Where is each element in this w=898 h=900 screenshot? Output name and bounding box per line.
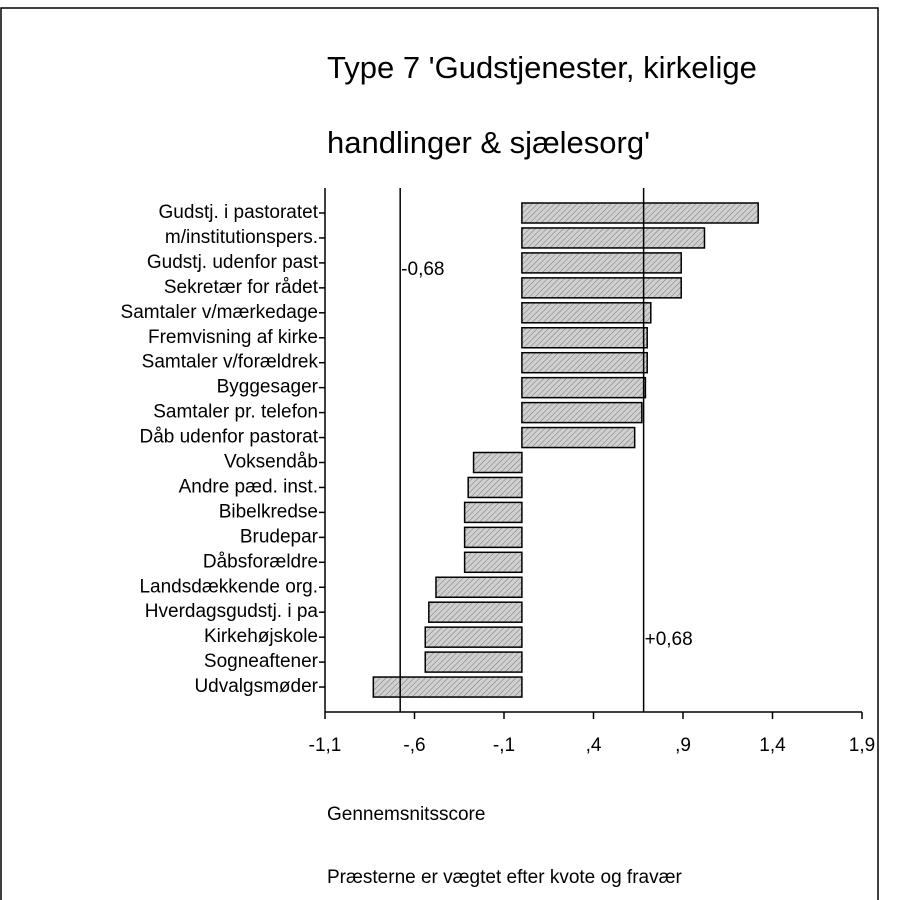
y-tick-label: Gudstj. udenfor past — [147, 252, 319, 273]
bar — [424, 651, 523, 673]
y-tick-label: Fremvisning af kirke — [148, 327, 318, 348]
y-tick-label: Udvalgsmøder — [194, 676, 318, 697]
bar — [463, 551, 523, 574]
y-tick-label: Brudepar — [240, 526, 319, 547]
x-tick-label: 1,9 — [849, 735, 875, 756]
x-tick-label: -,1 — [493, 735, 515, 756]
x-axis-label: Gennemsnitsscore — [327, 804, 485, 825]
bar — [521, 277, 682, 299]
y-tick-label: Samtaler pr. telefon — [153, 402, 318, 423]
y-tick-label: Voksendåb — [224, 452, 318, 473]
x-tick-label: -,6 — [403, 735, 425, 756]
y-tick-label: Gudstj. i pastoratet — [159, 202, 319, 223]
bar — [521, 401, 643, 424]
y-tick-label: Byggesager — [217, 377, 319, 398]
y-tick-label: m/institutionspers. — [165, 227, 318, 248]
bar — [521, 252, 682, 274]
frame — [0, 7, 879, 900]
bar — [521, 227, 706, 249]
bar — [463, 526, 523, 549]
note: Præsterne er vægtet efter kvote og fravæ… — [327, 867, 682, 888]
bar — [521, 351, 648, 374]
reference-label: +0,68 — [645, 629, 693, 650]
y-tick-label: Dåbsforældre — [203, 551, 318, 572]
bar — [463, 501, 523, 524]
x-tick-label: 1,4 — [759, 735, 786, 756]
y-tick-label: Samtaler v/mærkedage — [121, 302, 318, 323]
y-tick-label: Hverdagsgudstj. i pa — [145, 601, 319, 622]
bar — [521, 426, 636, 449]
x-tick-label: -1,1 — [309, 735, 342, 756]
bar — [521, 302, 652, 324]
x-tick-label: ,9 — [675, 735, 691, 756]
chart-title: Type 7 'Gudstjenester, kirkelige — [327, 50, 757, 85]
y-tick-label: Sekretær for rådet — [164, 277, 319, 298]
y-tick-label: Landsdækkende org. — [139, 576, 318, 597]
y-tick-label: Dåb udenfor pastorat — [139, 427, 318, 448]
bar — [435, 576, 523, 598]
y-tick-label: Kirkehøjskole — [204, 626, 318, 647]
chart-title: handlinger & sjælesorg' — [327, 125, 650, 160]
y-tick-label: Andre pæd. inst. — [179, 476, 318, 497]
y-tick-label: Sogneaftener — [204, 651, 319, 672]
bar — [521, 376, 647, 399]
x-tick-label: ,4 — [586, 735, 602, 756]
bar — [472, 451, 523, 474]
y-tick-label: Bibelkredse — [219, 501, 318, 522]
bar — [424, 626, 523, 648]
bar — [467, 476, 523, 499]
bar — [521, 327, 648, 349]
bar — [428, 601, 523, 623]
bar — [372, 676, 523, 698]
y-tick-label: Samtaler v/forældrek — [142, 352, 319, 373]
bar — [521, 202, 759, 224]
reference-label: -0,68 — [401, 259, 444, 280]
